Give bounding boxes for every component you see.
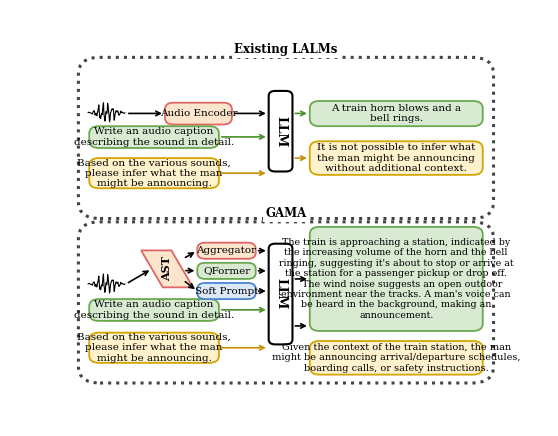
- FancyBboxPatch shape: [310, 141, 483, 175]
- Text: Aggregator: Aggregator: [196, 246, 257, 255]
- Text: Given the context of the train station, the man
might be announcing arrival/depa: Given the context of the train station, …: [272, 343, 521, 373]
- FancyBboxPatch shape: [310, 227, 483, 331]
- FancyBboxPatch shape: [89, 333, 219, 363]
- Text: LLM: LLM: [274, 116, 287, 147]
- Text: A train horn blows and a
bell rings.: A train horn blows and a bell rings.: [331, 104, 461, 123]
- FancyBboxPatch shape: [78, 222, 493, 383]
- FancyBboxPatch shape: [198, 263, 256, 279]
- Text: LLM: LLM: [274, 279, 287, 310]
- FancyBboxPatch shape: [269, 91, 292, 171]
- Text: The train is approaching a station, indicated by
the increasing volume of the ho: The train is approaching a station, indi…: [279, 238, 513, 320]
- Text: Write an audio caption
describing the sound in detail.: Write an audio caption describing the so…: [74, 300, 234, 320]
- Text: Write an audio caption
describing the sound in detail.: Write an audio caption describing the so…: [74, 127, 234, 147]
- Text: It is not possible to infer what
the man might be announcing
without additional : It is not possible to infer what the man…: [317, 143, 475, 173]
- Text: Existing LALMs: Existing LALMs: [234, 43, 338, 56]
- Text: Based on the various sounds,
please infer what the man
might be announcing.: Based on the various sounds, please infe…: [77, 333, 231, 363]
- FancyBboxPatch shape: [165, 102, 232, 125]
- FancyBboxPatch shape: [89, 158, 219, 188]
- FancyBboxPatch shape: [310, 341, 483, 375]
- FancyBboxPatch shape: [89, 126, 219, 148]
- FancyBboxPatch shape: [89, 299, 219, 321]
- FancyBboxPatch shape: [198, 243, 256, 259]
- Text: QFormer: QFormer: [203, 266, 250, 276]
- Text: GAMA: GAMA: [266, 207, 306, 220]
- FancyBboxPatch shape: [198, 283, 256, 299]
- FancyBboxPatch shape: [78, 58, 493, 218]
- Text: Soft Prompt: Soft Prompt: [195, 286, 258, 296]
- FancyBboxPatch shape: [310, 101, 483, 126]
- Text: Audio Encoder: Audio Encoder: [160, 109, 237, 118]
- Text: AST: AST: [162, 256, 172, 281]
- Text: Based on the various sounds,
please infer what the man
might be announcing.: Based on the various sounds, please infe…: [77, 158, 231, 188]
- Polygon shape: [141, 250, 193, 287]
- FancyBboxPatch shape: [269, 244, 292, 344]
